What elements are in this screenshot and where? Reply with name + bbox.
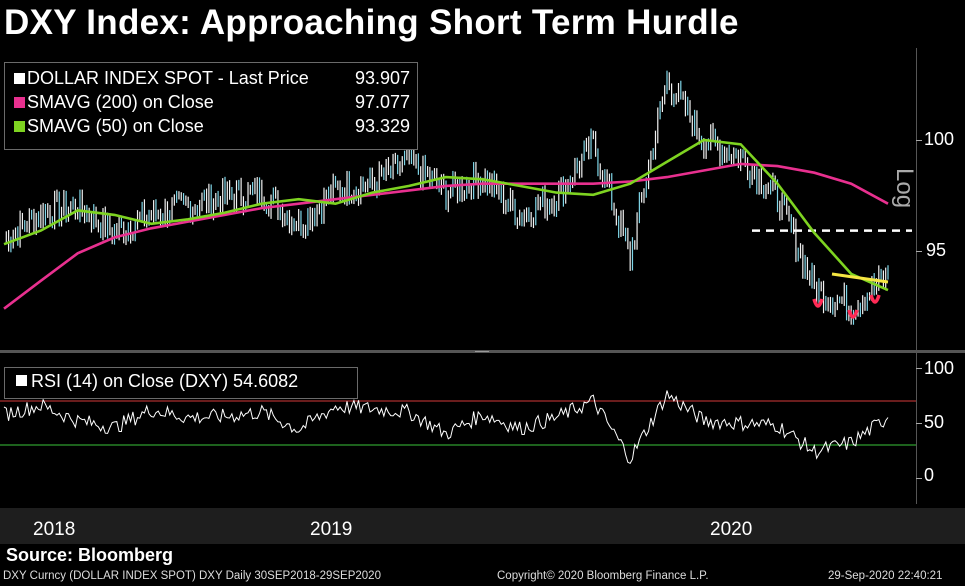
- y-axis-line: [916, 48, 917, 504]
- support-low-marker: [869, 294, 881, 304]
- rsi-legend: [4, 367, 358, 399]
- x-tick-2019: 2019: [310, 519, 353, 540]
- price-tick-mark: [916, 251, 922, 252]
- rsi-line: [3, 390, 889, 465]
- footer-center: Copyright© 2020 Bloomberg Finance L.P.: [497, 570, 709, 582]
- legend-swatch: [14, 97, 25, 108]
- rsi-tick-mark: [916, 423, 922, 424]
- rsi-y-tick-50: 50: [924, 412, 945, 432]
- footer: DXY Curncy (DOLLAR INDEX SPOT) DXY Daily…: [0, 568, 965, 586]
- price-y-tick-100: 100: [924, 129, 955, 149]
- support-low-marker: [812, 298, 824, 308]
- footer-right: 29-Sep-2020 22:40:21: [828, 570, 943, 582]
- rsi-y-tick-0: 0: [924, 465, 935, 485]
- legend-label: SMAVG (50) on Close: [27, 116, 204, 136]
- legend-value: 93.907: [354, 68, 410, 88]
- rsi-y-tick-100: 100: [924, 358, 955, 378]
- trend-line: [831, 272, 889, 284]
- log-scale-label: Log: [891, 168, 918, 209]
- source-note: Source: Bloomberg: [6, 545, 174, 565]
- price-tick-mark: [916, 140, 922, 141]
- price-legend: [4, 62, 418, 150]
- rsi-tick-mark: [916, 478, 922, 479]
- legend-value: 93.329: [354, 116, 410, 136]
- chart-title: DXY Index: Approaching Short Term Hurdle: [4, 3, 739, 42]
- legend-value: 97.077: [354, 92, 410, 112]
- rsi-tick-mark: [916, 368, 922, 369]
- legend-swatch: [14, 121, 25, 132]
- footer-left: DXY Curncy (DOLLAR INDEX SPOT) DXY Daily…: [3, 570, 381, 582]
- x-tick-2020: 2020: [710, 519, 753, 540]
- legend-label: SMAVG (200) on Close: [27, 92, 214, 112]
- rsi-legend-label: RSI (14) on Close (DXY) 54.6082: [31, 371, 299, 391]
- support-low-marker: [847, 309, 859, 319]
- x-tick-2018: 2018: [33, 519, 76, 540]
- legend-label: DOLLAR INDEX SPOT - Last Price: [27, 68, 309, 88]
- sma200-line: [3, 162, 889, 310]
- divider-grip: [475, 351, 489, 352]
- rsi-legend-swatch: [16, 375, 27, 386]
- price-y-tick-95: 95: [926, 240, 947, 260]
- x-axis-bar: [0, 508, 965, 544]
- sma50-line: [3, 138, 889, 292]
- legend-swatch: [14, 73, 25, 84]
